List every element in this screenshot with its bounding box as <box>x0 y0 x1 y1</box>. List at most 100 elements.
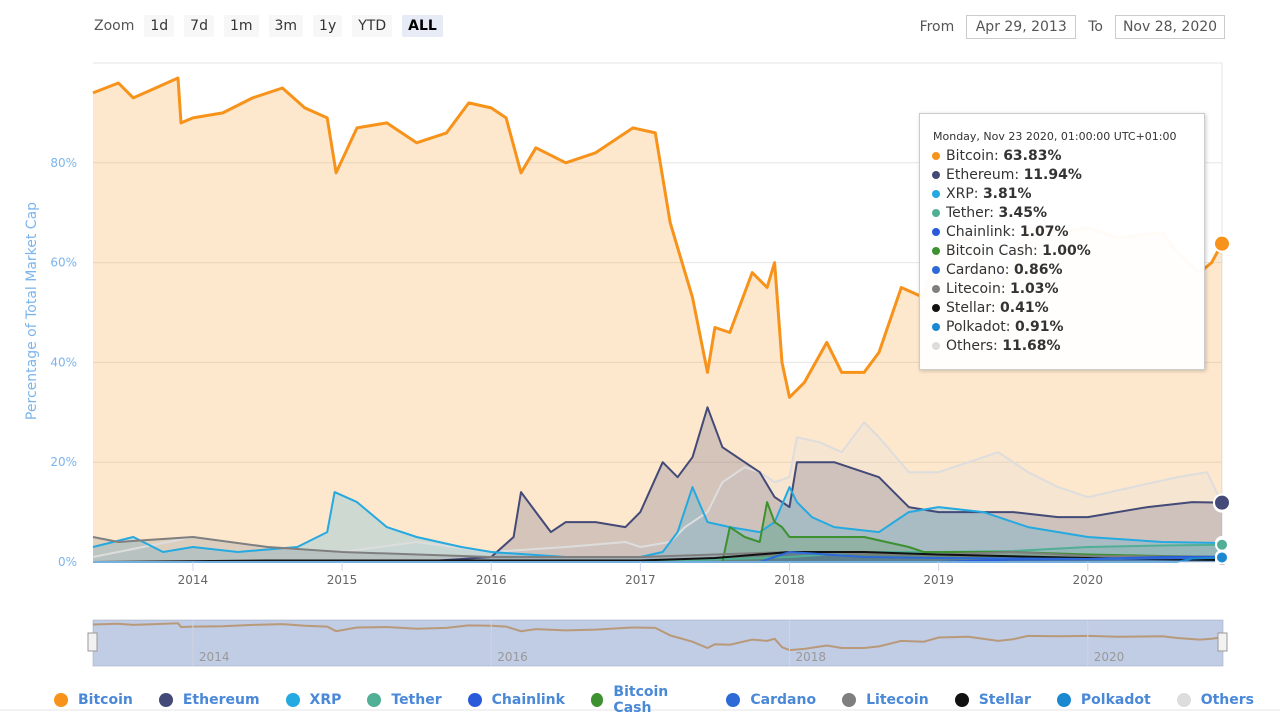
legend-item-tether[interactable]: Tether <box>367 692 442 708</box>
area-stellar <box>93 552 1222 562</box>
tooltip-row: Bitcoin Cash: 1.00% <box>920 242 1204 261</box>
tooltip-series-value: 3.45% <box>998 205 1048 221</box>
date-range: From To <box>920 15 1225 39</box>
zoom-1y-button[interactable]: 1y <box>313 15 343 37</box>
tooltip-series-value: 1.07% <box>1019 224 1069 240</box>
navigator-tick-label: 2016 <box>497 650 528 664</box>
legend-dot <box>954 693 969 707</box>
legend-label: Others <box>1200 692 1254 708</box>
legend-dot <box>54 693 68 707</box>
legend-dot <box>1056 693 1071 707</box>
tooltip-series-value: 3.81% <box>982 186 1032 202</box>
x-tick-label: 2017 <box>625 573 656 587</box>
tooltip-row: Others: 11.68% <box>920 337 1204 356</box>
navigator-selection[interactable] <box>93 620 1223 666</box>
legend-label: Ethereum <box>182 692 260 708</box>
zoom-7d-button[interactable]: 7d <box>184 15 214 37</box>
legend-dot <box>367 693 382 707</box>
area-others <box>93 422 1222 562</box>
tooltip-dot <box>932 266 940 274</box>
legend-label: Litecoin <box>866 692 929 708</box>
line-others <box>92 421 1223 558</box>
navigator-tick-label: 2018 <box>795 650 826 664</box>
navigator-tick-label: 2020 <box>1094 650 1125 664</box>
zoom-bar: Zoom 1d 7d 1m 3m 1y YTD ALL <box>94 15 443 37</box>
y-axis-label: Percentage of Total Market Cap <box>24 202 40 420</box>
tooltip-dot <box>932 190 940 198</box>
tooltip-series-name: Chainlink: <box>946 224 1020 240</box>
area-litecoin <box>93 537 1222 562</box>
legend-item-others[interactable]: Others <box>1176 692 1254 708</box>
tooltip-series-name: Tether: <box>946 205 999 221</box>
legend-label: XRP <box>309 692 342 708</box>
tooltip-dot <box>932 285 940 293</box>
legend-dot <box>842 693 857 707</box>
legend-label: Bitcoin Cash <box>613 684 669 716</box>
y-tick-label: 80% <box>50 156 77 170</box>
legend-item-litecoin[interactable]: Litecoin <box>842 692 929 708</box>
tooltip-series-value: 1.00% <box>1042 243 1091 259</box>
x-tick-label: 2015 <box>327 573 358 587</box>
legend-label: Cardano <box>750 692 817 708</box>
area-bitcoin <box>93 78 1222 562</box>
tooltip-series-name: Stellar: <box>946 300 1001 316</box>
tooltip-dot <box>932 323 940 331</box>
line-ethereum <box>93 406 1223 563</box>
legend-dot <box>285 693 300 707</box>
legend-item-polkadot[interactable]: Polkadot <box>1056 692 1151 708</box>
tooltip-row: Stellar: 0.41% <box>920 299 1204 318</box>
legend-item-stellar[interactable]: Stellar <box>954 692 1031 708</box>
tooltip-series-value: 1.03% <box>1009 281 1059 297</box>
zoom-ytd-button[interactable]: YTD <box>352 15 393 37</box>
tooltip-row: Polkadot: 0.91% <box>920 318 1204 337</box>
from-date-input[interactable] <box>966 15 1077 39</box>
marker-ethereum <box>1213 493 1231 512</box>
line-xrp <box>92 486 1223 558</box>
legend-label: Stellar <box>978 692 1031 708</box>
legend-dot <box>1176 693 1191 707</box>
tooltip-series-name: Bitcoin: <box>946 148 1004 164</box>
tooltip-series-name: Others: <box>946 338 1003 354</box>
tooltip-row: Cardano: 0.86% <box>920 261 1204 280</box>
zoom-1m-button[interactable]: 1m <box>223 15 259 37</box>
tooltip-series-name: Polkadot: <box>946 319 1015 335</box>
zoom-3m-button[interactable]: 3m <box>268 15 304 37</box>
legend-label: Chainlink <box>491 692 565 708</box>
tooltip-series-name: Litecoin: <box>946 281 1010 297</box>
tooltip-dot <box>932 152 940 160</box>
legend-item-bitcoin[interactable]: Bitcoin <box>54 692 133 708</box>
legend-item-cardano[interactable]: Cardano <box>726 692 816 708</box>
area-xrp <box>93 487 1222 562</box>
zoom-1d-button[interactable]: 1d <box>144 15 175 37</box>
x-tick-label: 2020 <box>1072 573 1103 587</box>
y-tick-label: 20% <box>50 455 77 469</box>
legend-item-xrp[interactable]: XRP <box>285 692 342 708</box>
legend-dot <box>726 693 741 707</box>
navigator-right-handle[interactable] <box>1217 632 1228 652</box>
legend-item-ethereum[interactable]: Ethereum <box>158 692 260 708</box>
tooltip-row: Ethereum: 11.94% <box>920 166 1204 185</box>
marker-polkadot <box>1215 550 1229 565</box>
tooltip-row: Chainlink: 1.07% <box>920 223 1204 242</box>
navigator-line <box>92 622 1223 652</box>
tooltip-dot <box>932 171 940 179</box>
x-tick-label: 2016 <box>476 573 507 587</box>
tooltip-row: Tether: 3.45% <box>920 204 1204 223</box>
zoom-all-button[interactable]: ALL <box>402 15 443 37</box>
marker-tether <box>1215 537 1229 552</box>
tooltip-header: Monday, Nov 23 2020, 01:00:00 UTC+01:00 <box>933 130 1177 143</box>
tooltip-dot <box>932 304 940 312</box>
x-tick-label: 2014 <box>178 573 209 587</box>
zoom-label: Zoom <box>94 18 135 34</box>
tooltip-series-name: Ethereum: <box>946 167 1024 183</box>
tooltip-series-value: 63.83% <box>1003 148 1062 164</box>
to-date-input[interactable] <box>1115 15 1225 39</box>
marker-bitcoin <box>1213 234 1231 253</box>
legend-item-bitcoin-cash[interactable]: Bitcoin Cash <box>590 684 700 716</box>
navigator-left-handle[interactable] <box>87 632 98 652</box>
legend-item-chainlink[interactable]: Chainlink <box>467 692 565 708</box>
y-tick-label: 0% <box>58 555 77 569</box>
legend-dot <box>158 693 173 707</box>
tooltip-series-value: 0.91% <box>1014 319 1064 335</box>
tooltip-dot <box>932 209 940 217</box>
